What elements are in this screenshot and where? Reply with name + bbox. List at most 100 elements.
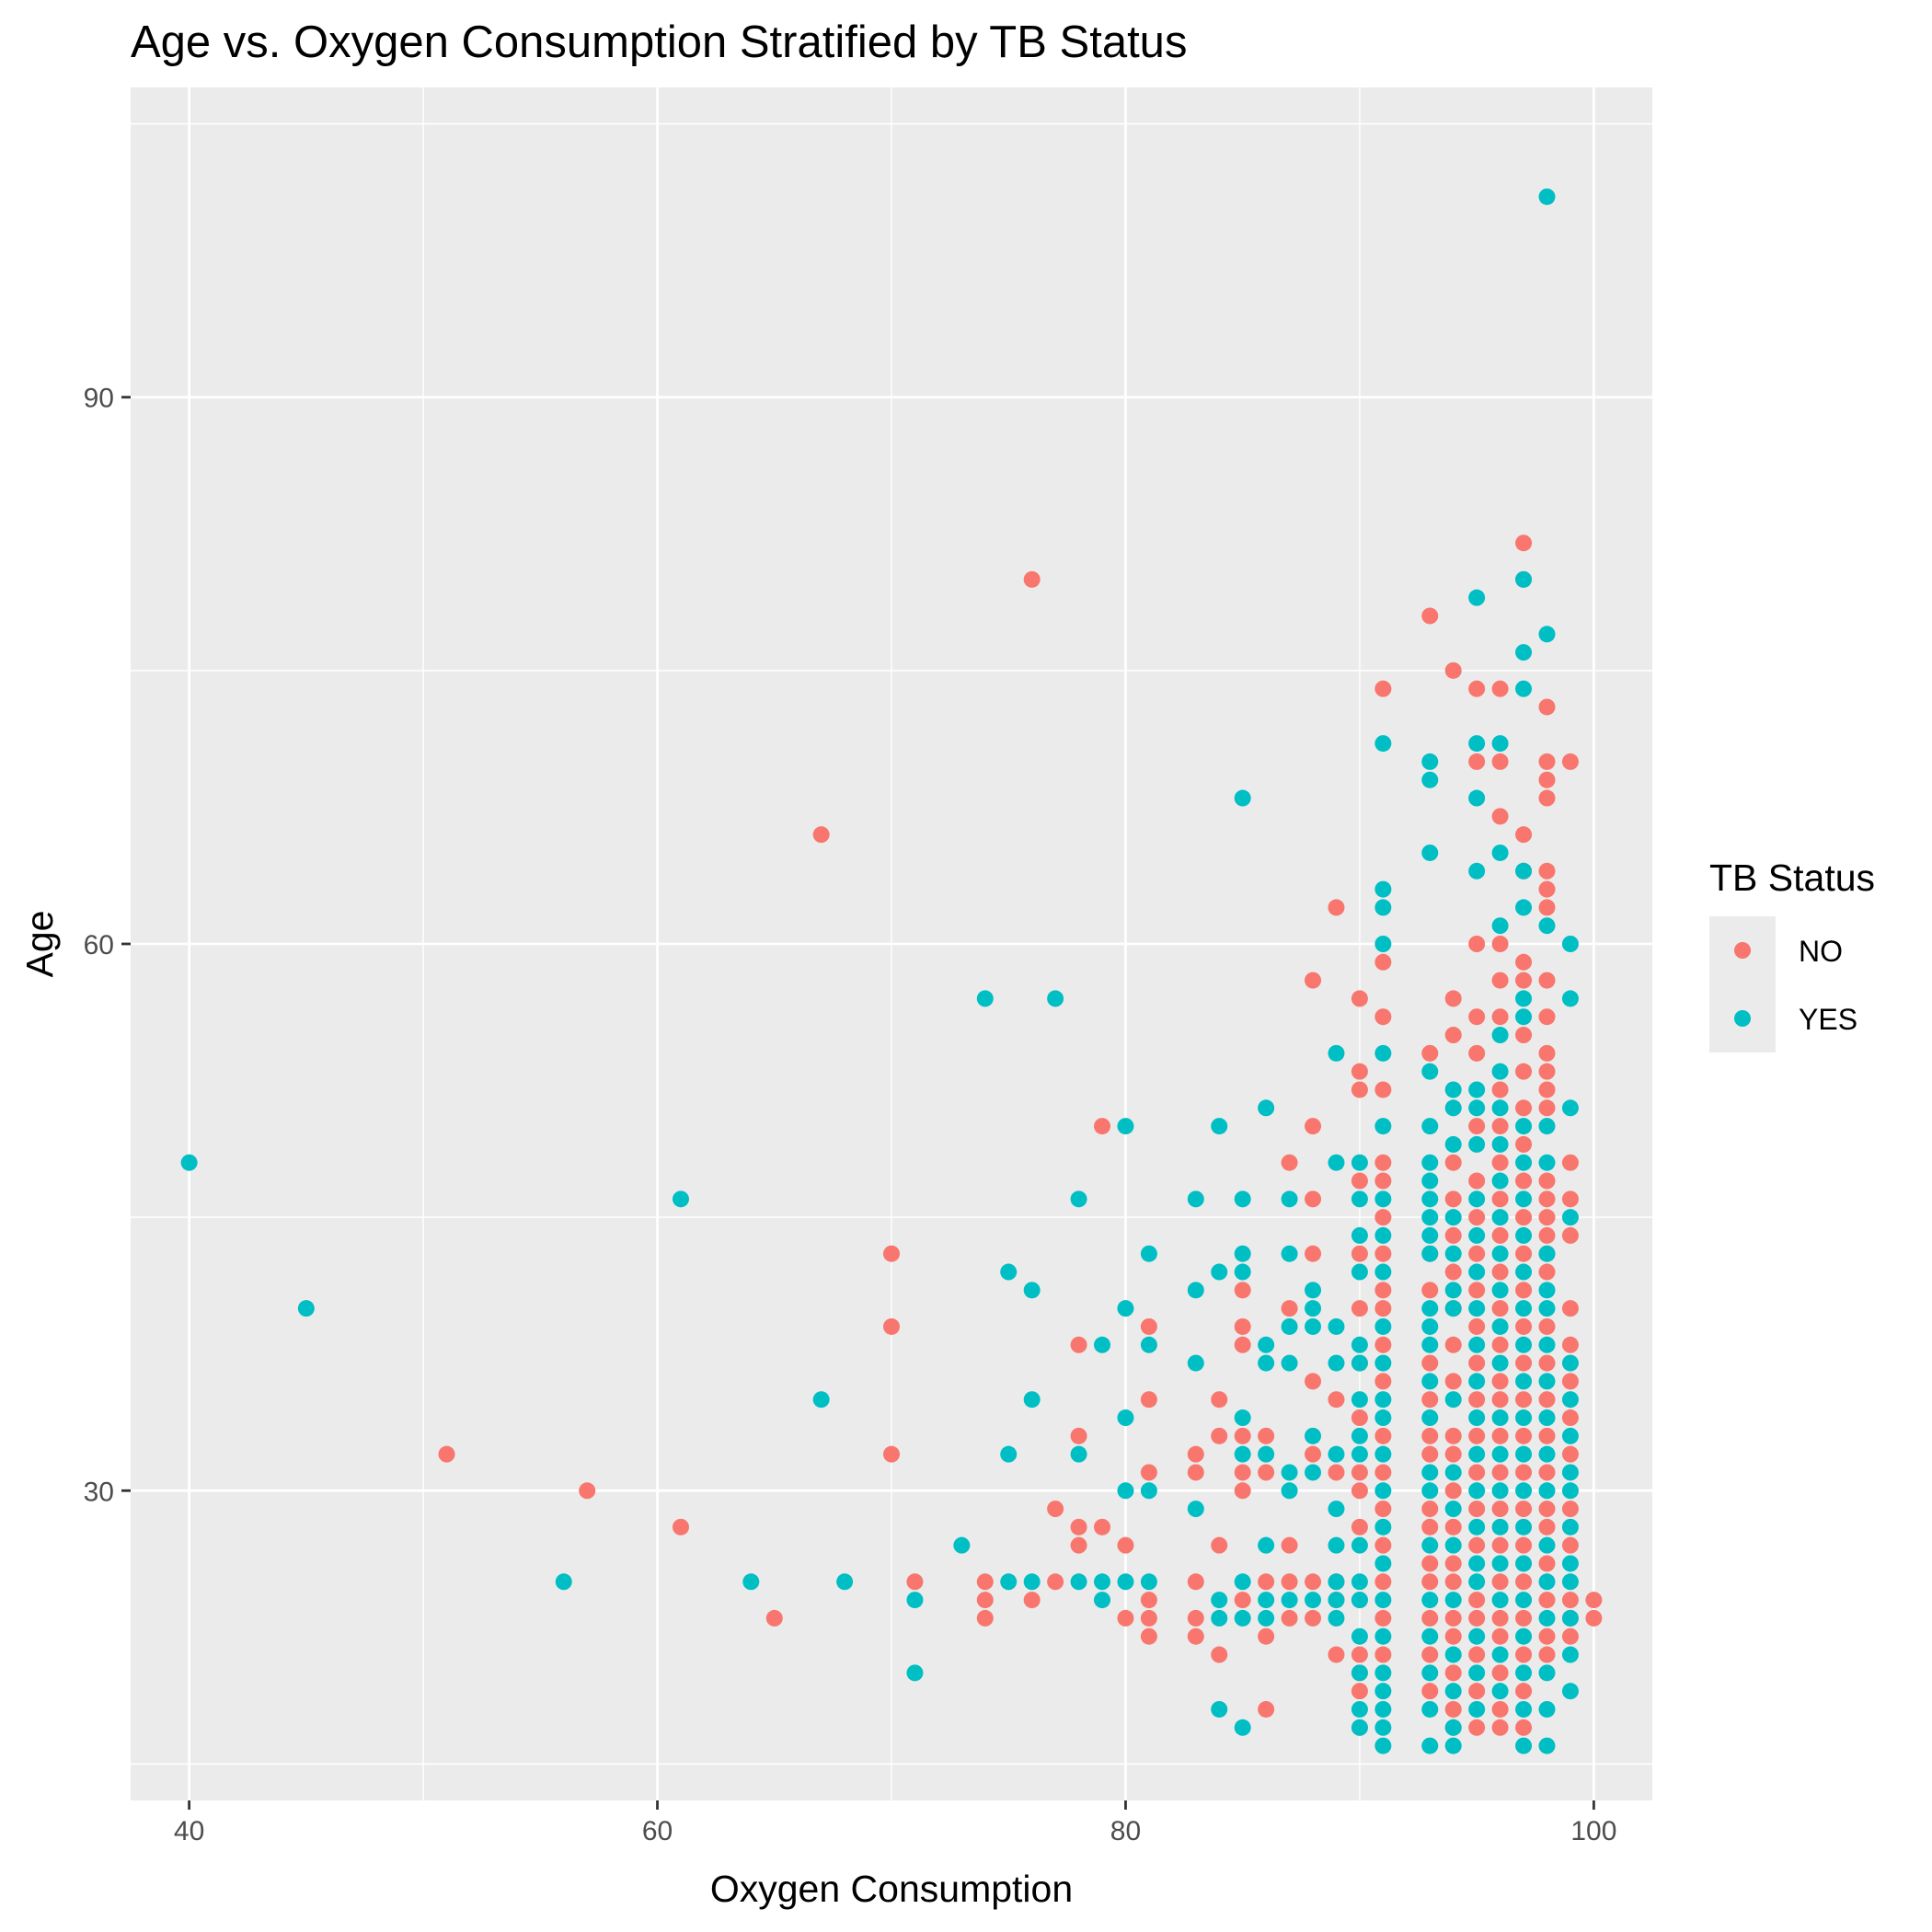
data-point-yes xyxy=(1468,1263,1486,1281)
data-point-no xyxy=(1468,1683,1486,1700)
data-point-no xyxy=(1491,1190,1509,1208)
data-point-no xyxy=(1234,1427,1251,1444)
data-point-yes xyxy=(1444,1245,1462,1262)
data-point-yes xyxy=(1000,1445,1018,1463)
data-point-yes xyxy=(1351,1445,1368,1463)
data-point-yes xyxy=(1140,1573,1157,1591)
data-point-no xyxy=(1421,1573,1439,1591)
data-point-no xyxy=(1328,899,1345,916)
data-point-no xyxy=(1468,1008,1486,1026)
data-point-yes xyxy=(1421,1118,1439,1135)
data-point-no xyxy=(883,1245,900,1262)
data-point-no xyxy=(1538,1464,1556,1481)
data-point-yes xyxy=(1281,1245,1298,1262)
data-point-yes xyxy=(1374,1354,1392,1372)
data-point-yes xyxy=(1374,1445,1392,1463)
data-point-yes xyxy=(1117,1573,1134,1591)
data-point-yes xyxy=(1515,680,1533,697)
data-point-yes xyxy=(1374,1044,1392,1062)
data-point-no xyxy=(1374,1646,1392,1663)
data-point-yes xyxy=(1374,1700,1392,1718)
data-point-no xyxy=(1538,753,1556,770)
data-point-no xyxy=(1561,1409,1579,1427)
data-point-no xyxy=(1305,972,1322,989)
data-point-yes xyxy=(1070,1445,1087,1463)
data-point-no xyxy=(1211,1536,1228,1554)
data-point-yes xyxy=(1328,1154,1345,1171)
data-point-yes xyxy=(1374,936,1392,952)
data-point-yes xyxy=(1515,899,1533,916)
data-point-no xyxy=(1538,1555,1556,1572)
data-point-no xyxy=(1468,1464,1486,1481)
data-point-no xyxy=(1491,1118,1509,1135)
data-point-no xyxy=(1468,1719,1486,1736)
data-point-yes xyxy=(1468,1373,1486,1390)
data-point-yes xyxy=(1444,1081,1462,1098)
data-point-no xyxy=(883,1317,900,1335)
data-point-no xyxy=(1234,1464,1251,1481)
data-point-yes xyxy=(1351,1627,1368,1645)
data-point-no xyxy=(1117,1536,1134,1554)
data-point-no xyxy=(1374,1154,1392,1171)
data-point-yes xyxy=(1328,1501,1345,1518)
data-point-no xyxy=(1491,1427,1509,1444)
data-point-no xyxy=(1351,1172,1368,1190)
data-point-yes xyxy=(1491,1245,1509,1262)
data-point-no xyxy=(1187,1609,1204,1627)
data-point-yes xyxy=(1515,1226,1533,1244)
data-point-yes xyxy=(836,1573,854,1591)
data-point-no xyxy=(1444,1518,1462,1535)
data-point-no xyxy=(1491,1373,1509,1390)
data-point-yes xyxy=(1328,1354,1345,1372)
data-point-yes xyxy=(742,1573,760,1591)
data-point-yes xyxy=(1468,1518,1486,1535)
data-point-yes xyxy=(1351,1190,1368,1208)
x-tick-label: 100 xyxy=(1570,1816,1616,1846)
data-point-yes xyxy=(1468,1300,1486,1317)
data-point-no xyxy=(1515,953,1533,971)
data-point-no xyxy=(1305,1190,1322,1208)
data-point-no xyxy=(1538,771,1556,788)
data-point-no xyxy=(1561,1445,1579,1463)
data-point-yes xyxy=(1234,1719,1251,1736)
data-point-yes xyxy=(1421,1409,1439,1427)
data-point-no xyxy=(1538,880,1556,898)
series-yes-points xyxy=(180,188,1579,1754)
data-point-yes xyxy=(180,1154,198,1171)
data-point-no xyxy=(1538,1391,1556,1409)
data-point-no xyxy=(1374,1609,1392,1627)
data-point-yes xyxy=(1281,1482,1298,1500)
data-point-no xyxy=(1140,1627,1157,1645)
data-point-yes xyxy=(1444,1737,1462,1754)
data-point-no xyxy=(1444,1573,1462,1591)
data-point-yes xyxy=(1374,1592,1392,1609)
data-point-yes xyxy=(1444,1282,1462,1299)
chart-title: Age vs. Oxygen Consumption Stratified by… xyxy=(131,17,1187,67)
data-point-yes xyxy=(1515,1008,1533,1026)
data-point-yes xyxy=(1421,1627,1439,1645)
data-point-yes xyxy=(1538,1118,1556,1135)
data-point-yes xyxy=(1421,1482,1439,1500)
data-point-yes xyxy=(1374,1555,1392,1572)
data-point-no xyxy=(1468,680,1486,697)
data-point-no xyxy=(1468,1209,1486,1226)
data-point-no xyxy=(1444,1190,1462,1208)
data-point-yes xyxy=(1234,1573,1251,1591)
data-point-yes xyxy=(1140,1482,1157,1500)
data-point-yes xyxy=(1351,1354,1368,1372)
data-point-yes xyxy=(1351,1427,1368,1444)
data-point-no xyxy=(1211,1391,1228,1409)
data-point-yes xyxy=(1000,1573,1018,1591)
data-point-yes xyxy=(1374,1518,1392,1535)
data-point-yes xyxy=(1421,1536,1439,1554)
data-point-no xyxy=(1468,1317,1486,1335)
data-point-yes xyxy=(1515,1482,1533,1500)
data-point-yes xyxy=(1258,1609,1275,1627)
data-point-no xyxy=(883,1445,900,1463)
data-point-yes xyxy=(1421,1226,1439,1244)
data-point-yes xyxy=(1561,1646,1579,1663)
data-point-no xyxy=(1538,1209,1556,1226)
data-point-yes xyxy=(1374,1263,1392,1281)
data-point-yes xyxy=(1538,1737,1556,1754)
data-point-no xyxy=(1538,1008,1556,1026)
